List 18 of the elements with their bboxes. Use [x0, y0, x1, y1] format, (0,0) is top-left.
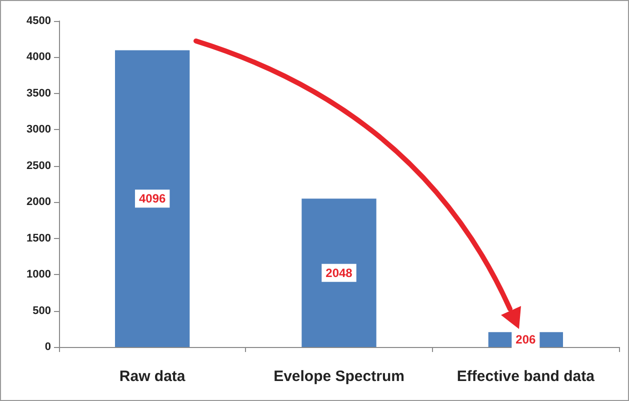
- y-tick-label: 2500: [26, 160, 51, 172]
- bar: [115, 50, 190, 347]
- y-tick-label: 3500: [26, 87, 51, 100]
- y-tick-label: 1000: [26, 268, 51, 281]
- data-label: 4096: [138, 192, 166, 206]
- y-tick-label: 3000: [26, 124, 51, 136]
- x-tick-label: Evelope Spectrum: [274, 368, 404, 385]
- y-tick-label: 2000: [26, 196, 51, 208]
- data-label: 2048: [326, 266, 353, 280]
- data-label: 206: [516, 332, 536, 347]
- y-tick-label: 500: [32, 304, 51, 317]
- x-tick-label: Raw data: [119, 368, 186, 385]
- y-tick-label: 4500: [26, 15, 51, 27]
- y-tick-label: 0: [44, 341, 51, 353]
- x-tick-label: Effective band data: [456, 368, 596, 385]
- bar: [302, 198, 376, 347]
- y-tick-label: 4000: [26, 51, 51, 64]
- y-tick-label: 1500: [26, 232, 51, 244]
